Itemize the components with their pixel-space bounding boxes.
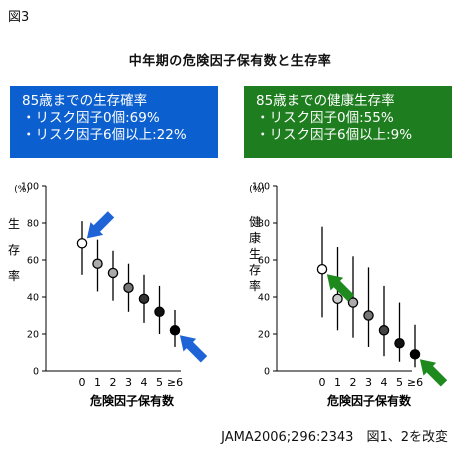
chart1-highlight-arrow xyxy=(86,211,115,239)
chart2-x-tick-label: 4 xyxy=(381,376,388,389)
chart2-x-tick-label: 3 xyxy=(365,376,372,389)
chart2-y-label-char: 率 xyxy=(249,278,261,293)
chart2-data-point xyxy=(363,310,374,321)
chart1-x-axis-title: 危険因子保有数 xyxy=(89,393,175,408)
chart1-x-tick-label: 5 xyxy=(156,376,163,389)
chart1-x-tick-label: 2 xyxy=(110,376,117,389)
chart2-y-tick-label: 100 xyxy=(252,182,270,193)
chart1-highlight-arrow xyxy=(179,335,208,363)
healthy-summary-risk6: ・リスク因子6個以上:9% xyxy=(256,127,413,143)
chart1-data-point xyxy=(138,293,150,305)
chart2-y-tick-label: 40 xyxy=(258,293,270,304)
chart1-y-label-char: 存 xyxy=(8,243,20,257)
healthy-summary-heading: 85歳までの健康生存率 xyxy=(256,93,395,109)
chart1-data-point xyxy=(123,282,134,293)
chart1-data-point xyxy=(76,238,88,249)
chart2-data-point xyxy=(409,349,421,360)
chart2-y-tick-label: 60 xyxy=(258,256,270,267)
chart2-x-tick-label: 0 xyxy=(319,376,326,389)
survival-summary-heading: 85歳までの生存確率 xyxy=(22,93,148,109)
chart2-highlight-arrow xyxy=(419,359,448,387)
chart2-y-label-char: 健 xyxy=(249,215,261,229)
chart2-y-tick-label: 80 xyxy=(258,219,270,230)
citation: JAMA2006;296:2343 図1、2を改変 xyxy=(221,430,448,445)
chart1-y-tick-label: 60 xyxy=(27,256,39,267)
chart1-y-tick-label: 0 xyxy=(33,367,39,378)
chart1-x-tick-label: 0 xyxy=(79,376,86,389)
chart2-y-unit: (%) xyxy=(249,185,265,195)
healthy-survival-summary-box: 85歳までの健康生存率 ・リスク因子0個:55% ・リスク因子6個以上:9% xyxy=(244,86,452,158)
survival-summary-risk0: ・リスク因子0個:69% xyxy=(22,110,160,126)
chart2-x-tick-label: ≥6 xyxy=(407,376,423,389)
figure-label: 図3 xyxy=(8,10,30,25)
chart1-x-tick-label: 3 xyxy=(125,376,132,389)
chart2-data-point xyxy=(332,293,343,305)
chart1-y-label-char: 率 xyxy=(8,268,20,283)
chart2-data-point xyxy=(347,297,359,308)
survival-summary-box: 85歳までの生存確率 ・リスク因子0個:69% ・リスク因子6個以上:22% xyxy=(10,86,218,158)
chart2-highlight-arrow xyxy=(326,274,355,302)
chart2-x-axis-title: 危険因子保有数 xyxy=(326,393,412,408)
chart2-data-point xyxy=(316,263,328,275)
chart2-x-tick-label: 2 xyxy=(350,376,357,389)
chart2-y-tick-label: 0 xyxy=(264,367,270,378)
chart1-y-tick-label: 100 xyxy=(21,182,39,193)
chart2-x-tick-label: 1 xyxy=(334,376,341,389)
chart2-y-label-char: 康 xyxy=(249,230,261,245)
chart1-data-point xyxy=(107,267,119,279)
chart1-y-label-char: 生 xyxy=(8,217,20,231)
chart1-x-tick-label: 1 xyxy=(94,376,101,389)
chart2-data-point xyxy=(378,325,390,336)
chart1-y-unit: (%) xyxy=(14,185,30,195)
chart1-x-tick-label: 4 xyxy=(141,376,148,389)
chart2-data-point xyxy=(394,337,405,349)
chart2-y-tick-label: 20 xyxy=(258,330,270,341)
chart2-x-tick-label: 5 xyxy=(396,376,403,389)
chart1-x-tick-label: ≥6 xyxy=(167,376,183,389)
chart2-y-label-char: 存 xyxy=(249,263,261,277)
main-title: 中年期の危険因子保有数と生存率 xyxy=(128,54,332,69)
chart1-y-tick-label: 80 xyxy=(27,219,39,230)
chart1-y-tick-label: 20 xyxy=(27,330,39,341)
chart1-data-point xyxy=(154,306,165,318)
chart1-data-point xyxy=(92,258,103,269)
healthy-summary-risk0: ・リスク因子0個:55% xyxy=(256,110,394,126)
chart2-y-label-char: 生 xyxy=(249,247,261,261)
survival-summary-risk6: ・リスク因子6個以上:22% xyxy=(22,127,187,143)
chart1-y-tick-label: 40 xyxy=(27,293,39,304)
chart1-data-point xyxy=(169,325,181,336)
